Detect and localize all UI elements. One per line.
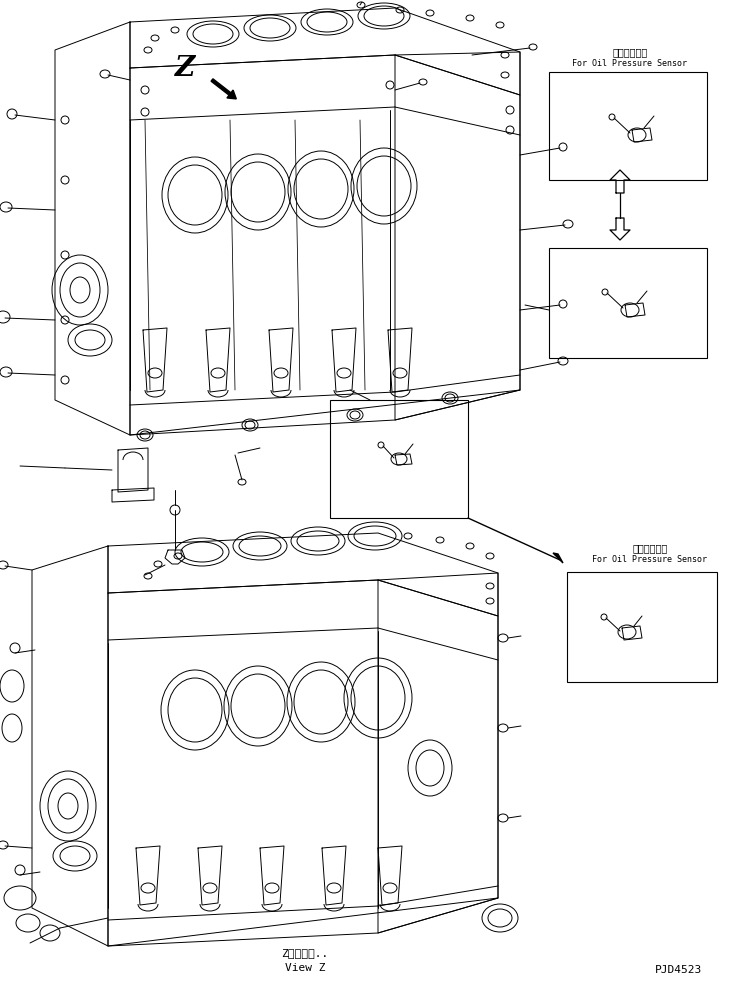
Text: For Oil Pressure Sensor: For Oil Pressure Sensor (592, 555, 708, 565)
Bar (549, 248, 707, 358)
Polygon shape (553, 553, 563, 563)
Bar (330, 400, 468, 518)
Text: For Oil Pressure Sensor: For Oil Pressure Sensor (573, 59, 688, 68)
Text: Z: Z (175, 54, 195, 82)
Text: Z　視　　..: Z 視 .. (281, 948, 329, 958)
Text: PJD4523: PJD4523 (655, 965, 702, 975)
Text: 油圧センサ用: 油圧センサ用 (612, 47, 647, 57)
Text: View Z: View Z (285, 963, 325, 973)
Bar (567, 572, 717, 682)
Bar (549, 72, 707, 180)
Text: 油圧センサ用: 油圧センサ用 (633, 543, 668, 553)
FancyArrow shape (211, 79, 236, 99)
